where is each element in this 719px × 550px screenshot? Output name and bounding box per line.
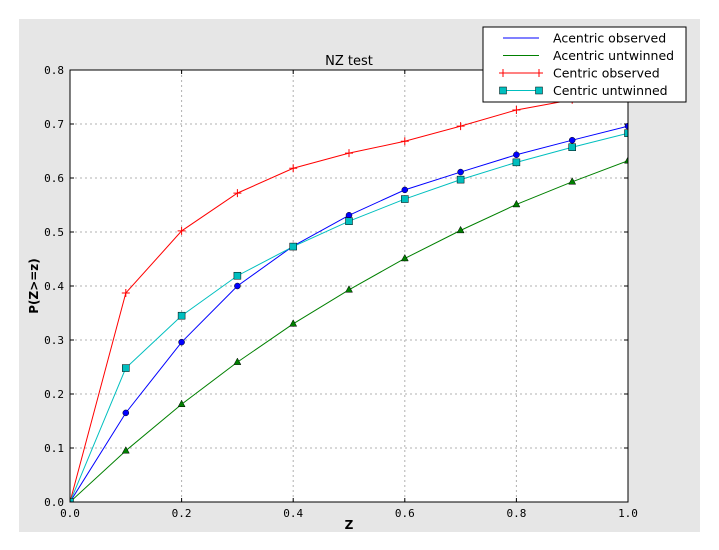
series-centric-observed: [70, 87, 628, 502]
y-tick-label: 0.6: [44, 172, 64, 185]
legend-marker: [535, 69, 543, 77]
data-point: [70, 498, 74, 502]
x-tick-label: 0.4: [283, 507, 303, 520]
data-point: [457, 168, 464, 176]
data-point: [122, 364, 130, 372]
y-tick-label: 0.8: [44, 64, 64, 77]
x-tick-label: 0.0: [60, 507, 80, 520]
legend-label: Centric untwinned: [553, 83, 668, 98]
data-point: [289, 164, 298, 173]
data-point: [121, 289, 130, 298]
data-point: [400, 137, 409, 146]
y-tick-label: 0.5: [44, 226, 64, 239]
data-point: [400, 253, 409, 262]
chart-title: NZ test: [325, 54, 373, 69]
legend-marker: [535, 86, 543, 95]
x-tick-label: 0.2: [172, 507, 192, 520]
data-point: [512, 158, 521, 167]
data-point: [512, 199, 521, 208]
data-point: [456, 225, 465, 234]
data-point: [624, 122, 628, 130]
legend: Acentric observed Acentric untwinned Centr…: [482, 26, 687, 103]
data-point: [178, 338, 185, 346]
data-point: [401, 195, 409, 203]
data-point: [289, 242, 297, 251]
data-point: [513, 151, 520, 159]
data-point: [122, 409, 130, 417]
data-point: [456, 122, 465, 131]
y-tick-label: 0.7: [44, 118, 64, 131]
data-point: [624, 129, 628, 137]
data-point: [289, 319, 298, 327]
legend-marker: [499, 86, 507, 95]
y-axis-label: P(Z>=z): [27, 258, 41, 314]
data-point: [345, 212, 353, 219]
data-point: [512, 105, 521, 114]
legend-item: Acentric observed: [503, 31, 666, 46]
y-tick-label: 0.2: [44, 388, 64, 401]
series-acentric-untwinned: [70, 156, 628, 502]
legend-item: Acentric untwinned: [503, 48, 674, 63]
data-point: [401, 186, 409, 194]
legend-label: Acentric observed: [553, 31, 666, 46]
data-point: [568, 136, 576, 144]
legend-label: Acentric untwinned: [553, 48, 674, 63]
x-tick-label: 0.6: [395, 507, 415, 520]
x-tick-label: 1.0: [618, 507, 638, 520]
y-tick-label: 0.4: [44, 280, 64, 293]
data-point: [177, 226, 186, 235]
y-tick-label: 0.0: [44, 496, 64, 509]
legend-label: Centric observed: [553, 66, 660, 81]
data-point: [345, 217, 353, 225]
data-point: [568, 143, 576, 151]
x-tick-label: 0.8: [506, 507, 526, 520]
plot-area-group: 0.0 0.2 0.4 0.6 0.8 1.0 0.0 0.1 0.2 0.3 0.4 0.5 0.6 0…: [44, 64, 638, 520]
data-point: [568, 177, 577, 185]
legend-item: Centric untwinned: [499, 83, 668, 98]
plot-frame: [69, 69, 629, 503]
legend-item: Centric observed: [499, 66, 660, 81]
x-axis-label: Z: [345, 518, 354, 532]
data-point: [177, 311, 186, 320]
data-point: [456, 175, 465, 184]
data-point: [624, 156, 628, 164]
data-point: [233, 357, 242, 365]
data-point: [177, 399, 186, 408]
data-point: [345, 149, 353, 158]
legend-box: [482, 26, 687, 103]
data-point: [233, 271, 242, 280]
legend-marker: [499, 69, 507, 77]
data-point: [234, 282, 241, 290]
y-tick-label: 0.1: [44, 442, 64, 455]
data-point: [345, 285, 353, 293]
data-point: [121, 446, 130, 454]
data-point: [233, 189, 242, 198]
series-centric-untwinned: [70, 129, 628, 502]
y-tick-label: 0.3: [44, 334, 64, 347]
